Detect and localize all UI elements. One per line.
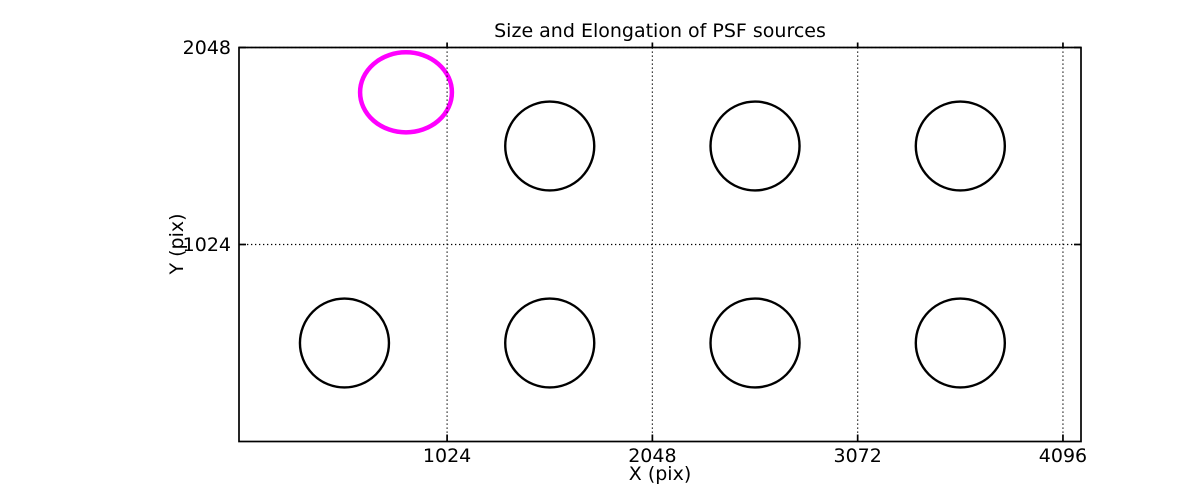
psf-source-ellipse	[298, 297, 391, 389]
psf-source-highlight-ellipse	[357, 50, 455, 135]
x-tick-label: 3072	[833, 445, 881, 467]
x-axis-label: X (pix)	[628, 463, 692, 485]
x-tick-label: 2048	[628, 445, 676, 467]
chart-title: Size and Elongation of PSF sources	[494, 20, 826, 42]
psf-source-ellipse	[914, 297, 1007, 389]
psf-source-ellipse	[914, 100, 1007, 192]
psf-source-ellipse	[709, 297, 801, 389]
x-tick-label: 4096	[1039, 445, 1087, 467]
y-tick-label: 1024	[183, 234, 231, 256]
psf-source-ellipse	[709, 100, 801, 192]
psf-source-ellipse	[504, 297, 596, 389]
y-tick-label: 2048	[183, 37, 231, 59]
psf-source-ellipse	[504, 100, 596, 192]
x-tick-label: 1024	[423, 445, 471, 467]
